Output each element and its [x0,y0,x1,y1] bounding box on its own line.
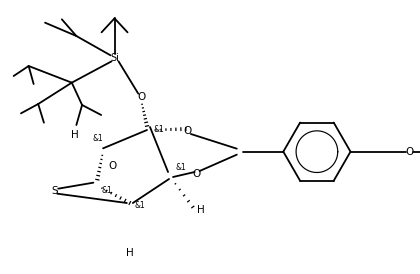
Text: &1: &1 [154,125,164,135]
Text: &1: &1 [93,134,103,143]
Text: &1: &1 [102,186,113,195]
Text: S: S [51,186,58,196]
Text: &1: &1 [176,162,186,172]
Text: &1: &1 [134,201,145,210]
Text: O: O [192,169,201,179]
Text: O: O [108,161,117,171]
Text: O: O [137,92,145,102]
Text: Si: Si [110,53,119,63]
Text: O: O [405,147,413,157]
Text: H: H [197,205,205,215]
Text: O: O [184,126,192,136]
Text: H: H [71,130,78,140]
Text: H: H [126,248,134,258]
